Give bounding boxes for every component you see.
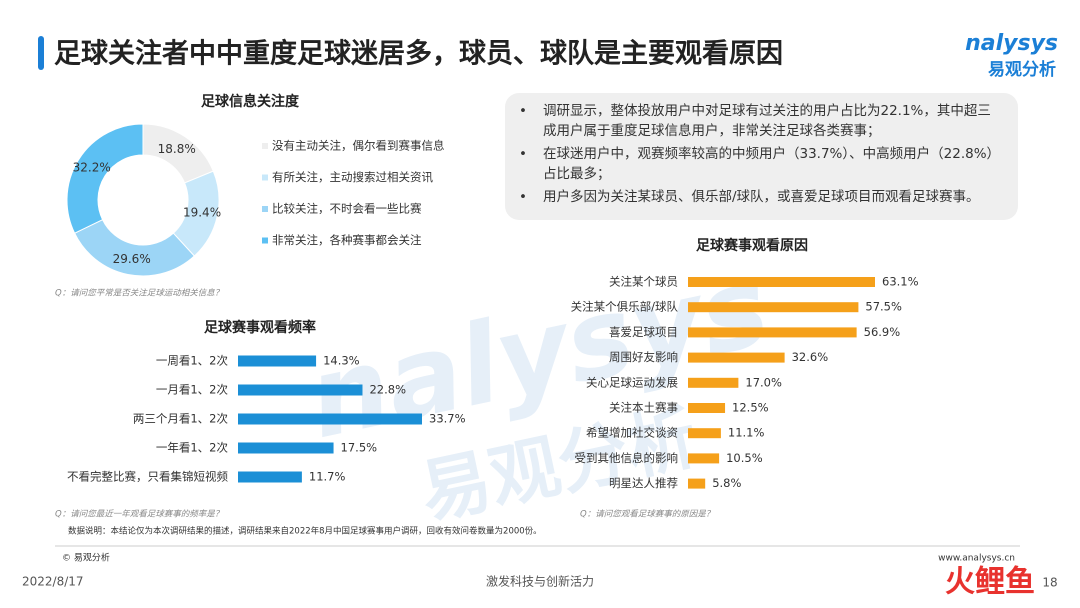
data-label: 57.5% (865, 300, 902, 314)
chart-title: 足球赛事观看频率 (204, 319, 316, 336)
bar (238, 471, 302, 483)
data-label: 10.5% (726, 451, 763, 465)
bar (688, 302, 859, 313)
question-note: Q：请问您观看足球赛事的原因是？ (580, 509, 714, 520)
slide-title: 足球关注者中中重度足球迷居多，球员、球队是主要观看原因 (54, 38, 783, 70)
category-label: 明星达人推荐 (609, 476, 678, 490)
date: 2022/8/17 (22, 575, 84, 589)
legend-label: 有所关注，主动搜索过相关资讯 (272, 170, 433, 184)
category-label: 关注某个球员 (609, 275, 678, 289)
brand: 火鲤鱼 (945, 565, 1035, 600)
logo-cn: 易观分析 (988, 59, 1056, 80)
bullet: 调研显示，整体投放用户中对足球有过关注的用户占比为22.1%，其中超三成用户属于… (519, 101, 1004, 141)
category-label: 希望增加社交谈资 (586, 426, 678, 440)
bar (238, 384, 363, 396)
legend-label: 比较关注，不时会看一些比赛 (272, 202, 422, 216)
data-label: 11.7% (309, 470, 346, 484)
bar (238, 355, 317, 367)
data-label: 32.6% (792, 350, 829, 364)
question-note: Q：请问您平常是否关注足球运动相关信息？ (55, 288, 223, 299)
category-label: 一周看1、2次 (156, 354, 229, 368)
data-label: 22.8% (369, 383, 406, 397)
url: www.analysys.cn (938, 554, 1015, 564)
bar (688, 428, 721, 439)
bullet: 用户多因为关注某球员、俱乐部/球队，或喜爱足球项目而观看足球赛事。 (519, 187, 1004, 207)
copyright: © 易观分析 (62, 552, 110, 564)
data-label: 33.7% (429, 412, 466, 426)
chart-title: 足球赛事观看原因 (696, 237, 808, 254)
title-bar (38, 36, 44, 70)
data-label: 19.4% (183, 206, 221, 220)
data-label: 12.5% (732, 401, 769, 415)
slogan: 激发科技与创新活力 (486, 574, 594, 589)
page-number: 18 (1042, 576, 1057, 590)
chart-title: 足球信息关注度 (201, 93, 300, 110)
logo-en: nalysys (965, 31, 1058, 56)
legend-swatch (262, 206, 268, 212)
bar (688, 327, 857, 338)
donut-slice (73, 219, 196, 277)
category-label: 两三个月看1、2次 (133, 412, 229, 426)
category-label: 不看完整比赛，只看集锦短视频 (67, 470, 228, 484)
data-label: 17.5% (341, 441, 378, 455)
category-label: 关注本土赛事 (609, 401, 678, 415)
bar (238, 413, 422, 425)
data-label: 56.9% (864, 325, 901, 339)
legend-label: 没有主动关注，偶尔看到赛事信息 (272, 139, 445, 153)
data-label: 14.3% (323, 354, 360, 368)
data-label: 18.8% (158, 142, 196, 156)
category-label: 周围好友影响 (609, 350, 678, 364)
bar (688, 403, 726, 413)
question-note: Q：请问您最近一年观看足球赛事的频率是？ (55, 509, 223, 520)
bar (688, 352, 785, 363)
data-label: 5.8% (712, 476, 741, 490)
data-note: 数据说明：本结论仅为本次调研结果的描述，调研结果来自2022年8月中国足球赛事用… (68, 526, 542, 537)
data-label: 63.1% (882, 275, 919, 289)
category-label: 关心足球运动发展 (586, 375, 678, 389)
data-label: 17.0% (745, 375, 782, 389)
legend-swatch (262, 174, 268, 181)
donut-slice (66, 123, 144, 234)
bar (688, 377, 739, 388)
category-label: 一年看1、2次 (156, 441, 229, 455)
category-label: 关注某个俱乐部/球队 (571, 300, 679, 314)
category-label: 喜爱足球项目 (609, 325, 678, 339)
bullet: 在球迷用户中，观赛频率较高的中频用户（33.7%）、中高频用户（22.8%）占比… (519, 144, 1004, 184)
data-label: 32.2% (73, 160, 111, 174)
bar (688, 453, 720, 464)
category-label: 一月看1、2次 (156, 383, 229, 397)
data-label: 29.6% (113, 252, 151, 266)
bullet-box: 调研显示，整体投放用户中对足球有过关注的用户占比为22.1%，其中超三成用户属于… (505, 93, 1018, 220)
legend-label: 非常关注，各种赛事都会关注 (272, 233, 422, 247)
legend-swatch (262, 143, 268, 149)
bar (238, 442, 334, 454)
data-label: 11.1% (728, 426, 765, 440)
legend-swatch (262, 237, 268, 244)
category-label: 受到其他信息的影响 (575, 451, 679, 465)
bar (688, 478, 706, 489)
bar (688, 277, 875, 287)
